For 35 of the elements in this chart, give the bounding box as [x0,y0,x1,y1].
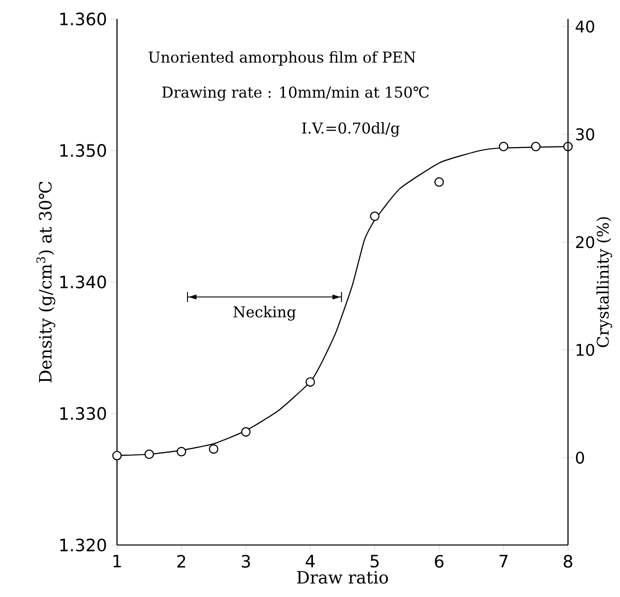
annotation: Necking [233,306,296,321]
x-tick-label: 6 [434,554,444,568]
x-tick-label: 7 [500,554,508,568]
point [208,444,218,454]
point [112,450,122,460]
y2-tick-label: 20 [576,236,594,248]
x-tick-label: 1 [113,554,121,568]
y2-tick-label: 10 [576,344,594,356]
x-tick-label: 3 [242,554,250,568]
x-axis-title: Draw ratio [297,570,388,584]
point [434,177,444,187]
y2-tick-label: 30 [576,128,594,140]
y-tick-label: 1.340 [60,276,106,288]
x-tick-label: 8 [564,554,572,568]
annotation: I.V.=0.70dl/g [302,122,400,137]
point [498,142,508,152]
point [531,142,541,152]
y2-tick-label: 40 [576,20,594,33]
y-axis-title: Density (g/cm$^{3}$) at 30℃ [36,182,56,382]
y2-axis-title: Crystallinity (%) [596,217,612,348]
y2-tick-label: 0 [576,452,584,464]
point [241,427,251,437]
y-tick-label: 1.350 [60,144,106,157]
annotation: Unoriented amorphous film of PEN [148,51,416,66]
point [370,212,380,221]
x-tick-label: 4 [306,554,315,568]
y-tick-label: 1.360 [60,12,106,26]
point [176,446,186,456]
point [306,377,316,387]
annotation: Drawing rate : 10mm/min at 150℃ [162,86,429,101]
x-tick-label: 5 [370,554,379,568]
x-tick-label: 2 [177,554,186,568]
y-tick-label: 1.320 [60,538,106,552]
point [144,450,154,460]
y-tick-label: 1.330 [60,407,106,420]
